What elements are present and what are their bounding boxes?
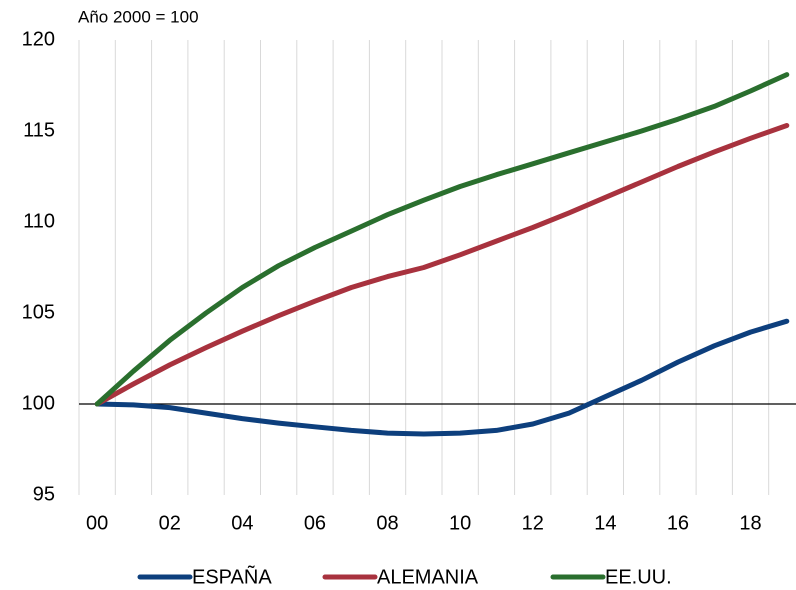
legend-label: ALEMANIA	[377, 566, 479, 588]
y-tick-label: 110	[23, 210, 55, 232]
x-tick-label: 08	[376, 512, 398, 534]
x-tick-label: 16	[667, 512, 689, 534]
y-tick-label: 95	[33, 483, 55, 505]
legend-label: EE.UU.	[605, 566, 672, 588]
x-tick-label: 18	[739, 512, 761, 534]
series-line	[94, 72, 790, 407]
y-tick-label: 100	[22, 392, 55, 414]
x-tick-label: 10	[449, 512, 471, 534]
y-tick-label: 105	[22, 301, 55, 323]
y-tick-label: 120	[22, 28, 55, 50]
x-tick-label: 06	[304, 512, 326, 534]
x-tick-label: 14	[594, 512, 616, 534]
legend-label: ESPAÑA	[192, 564, 272, 588]
y-tick-label: 115	[23, 119, 55, 141]
x-tick-label: 12	[522, 512, 544, 534]
series-line	[94, 318, 790, 437]
x-tick-label: 04	[231, 512, 253, 534]
x-tick-label: 00	[86, 512, 108, 534]
chart-subtitle: Año 2000 = 100	[78, 7, 199, 26]
x-tick-label: 02	[159, 512, 181, 534]
series-line	[94, 123, 790, 407]
